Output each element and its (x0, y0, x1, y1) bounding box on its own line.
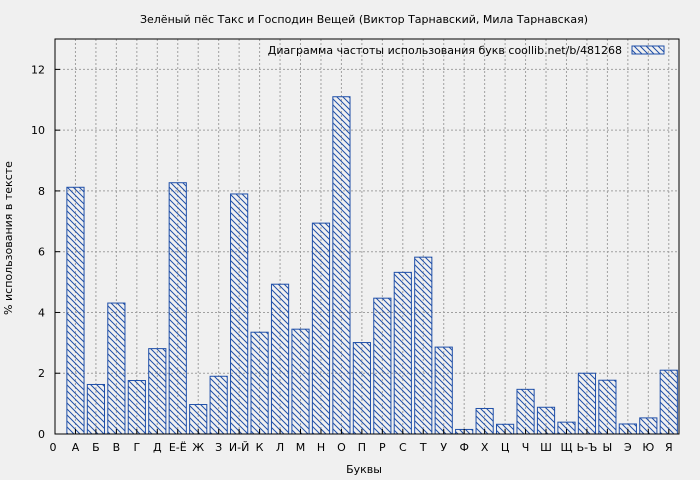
bar (209, 375, 228, 435)
x-axis: 0 А Б В Г Д Е-Ё Ж З И-Й К Л М Н О П Р С Т У Ф Х Ц Ч Ш Щ Ь-Ъ Ы Э Ю Я (50, 429, 673, 454)
y-tick-label: 12 (31, 63, 45, 76)
bar (107, 302, 126, 435)
x-tick-label: Ш (540, 441, 552, 454)
x-tick-label: З (215, 441, 222, 454)
x-axis-label: Буквы (346, 463, 382, 476)
legend-swatch (631, 45, 665, 55)
x-tick-label: Н (317, 441, 325, 454)
bar (250, 331, 269, 435)
x-tick-label: Л (276, 441, 284, 454)
x-tick-label: Ж (192, 441, 204, 454)
x-tick-label: Щ (560, 441, 572, 454)
x-tick-label: Ч (522, 441, 530, 454)
bar (311, 222, 331, 435)
y-tick-label: 0 (38, 428, 45, 441)
x-tick-label: Ц (501, 441, 510, 454)
legend-label: Диаграмма частоты использования букв coo… (268, 44, 622, 57)
x-tick-label: У (440, 441, 447, 454)
x-tick-label: К (256, 441, 264, 454)
y-tick-label: 10 (31, 124, 45, 137)
bar (393, 271, 412, 435)
bars (66, 96, 678, 435)
x-tick-label: Р (379, 441, 386, 454)
bar (598, 379, 617, 435)
bar (659, 369, 678, 435)
bar (168, 182, 187, 435)
x-tick-label: Г (133, 441, 140, 454)
x-tick-label: С (399, 441, 407, 454)
x-tick-label: Э (624, 441, 632, 454)
bar (373, 297, 392, 435)
y-tick-label: 4 (38, 306, 45, 319)
bar (414, 256, 433, 435)
y-axis-label: % использования в тексте (2, 161, 15, 315)
plot-frame (54, 38, 680, 435)
x-tick-label: П (358, 441, 366, 454)
x-tick-label: Ы (603, 441, 613, 454)
x-tick-label: Ь-Ъ (577, 441, 598, 454)
x-tick-label: Ф (459, 441, 468, 454)
bar (66, 186, 85, 435)
x-tick-label: Т (419, 441, 427, 454)
bar (352, 342, 371, 435)
bar (270, 283, 290, 435)
chart-title: Зелёный пёс Такс и Господин Вещей (Викто… (140, 13, 588, 26)
bar (127, 380, 146, 435)
bar (516, 388, 535, 435)
x-tick-label: Д (153, 441, 162, 454)
x-tick-label: Е-Ё (169, 441, 187, 454)
bar (230, 193, 249, 435)
x-tick-label: М (296, 441, 306, 454)
legend: Диаграмма частоты использования букв coo… (268, 44, 665, 57)
x-tick-label: А (72, 441, 80, 454)
bar (148, 348, 167, 435)
bar (577, 372, 597, 435)
y-tick-label: 8 (38, 185, 45, 198)
x-tick-label: Ю (642, 441, 654, 454)
x-tick-label: Я (665, 441, 673, 454)
bar (332, 96, 351, 435)
x-tick-label: В (113, 441, 121, 454)
x-tick-label: Б (92, 441, 100, 454)
y-axis: 0 2 4 6 8 10 12 (31, 63, 60, 441)
x-tick-label: Х (481, 441, 489, 454)
bar (291, 328, 310, 435)
y-tick-label: 6 (38, 246, 45, 259)
x-tick-label: И-Й (229, 441, 249, 454)
x-tick-label: О (337, 441, 346, 454)
y-tick-label: 2 (38, 367, 45, 380)
bar (434, 346, 453, 435)
bar (86, 383, 106, 435)
x-tick-label: 0 (50, 441, 57, 454)
